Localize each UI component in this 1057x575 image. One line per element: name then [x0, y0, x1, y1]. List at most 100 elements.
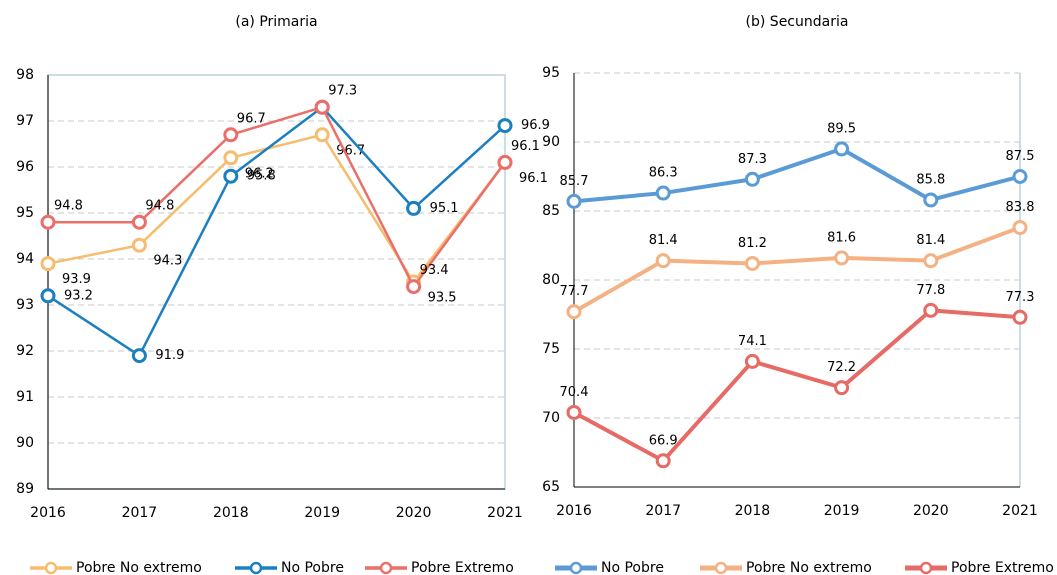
data-label: 86.3: [649, 166, 678, 181]
legend-marker: [44, 561, 58, 575]
point: [1012, 309, 1028, 325]
point: [131, 237, 147, 253]
legend-label: No Pobre: [281, 560, 344, 575]
plot-frame: [47, 74, 506, 490]
data-label: 72.2: [827, 360, 856, 375]
point: [223, 150, 239, 166]
data-label: 66.9: [649, 433, 678, 448]
data-label: 85.7: [560, 174, 589, 189]
point: [655, 253, 671, 269]
point: [223, 127, 239, 143]
point: [566, 193, 582, 209]
y-tick-label: 94: [16, 251, 34, 267]
y-tick-label: 85: [542, 203, 560, 219]
x-tick-label: 2021: [1002, 503, 1038, 519]
data-label: 93.4: [420, 263, 449, 278]
point: [40, 256, 56, 272]
data-label: 83.8: [1006, 200, 1035, 215]
point: [131, 214, 147, 230]
data-label: 93.2: [64, 288, 93, 303]
data-label: 93.5: [428, 291, 457, 306]
series-line: [47, 105, 506, 357]
data-label: 87.3: [738, 152, 767, 167]
chart-title: (a) Primaria: [235, 14, 317, 30]
series-line: [573, 146, 1021, 204]
series-line: [47, 133, 506, 284]
y-tick-label: 95: [16, 205, 34, 221]
legend-label: Pobre No extremo: [746, 560, 872, 575]
data-label: 93.9: [62, 272, 91, 287]
point: [834, 380, 850, 396]
data-label: 94.8: [54, 199, 83, 214]
data-label: 87.5: [1006, 149, 1035, 164]
data-label: 77.7: [560, 284, 589, 299]
point: [314, 127, 330, 143]
legend-marker: [249, 561, 263, 575]
x-tick-label: 2016: [30, 505, 66, 521]
point: [223, 168, 239, 184]
point: [497, 118, 513, 134]
data-label: 77.8: [916, 283, 945, 298]
data-label: 70.4: [560, 385, 589, 400]
x-tick-label: 2020: [396, 505, 432, 521]
x-tick-label: 2016: [556, 503, 592, 519]
point: [1012, 220, 1028, 236]
series-line: [573, 308, 1021, 463]
point: [655, 185, 671, 201]
series-line: [48, 105, 507, 288]
legend-marker: [569, 561, 583, 575]
y-tick-label: 65: [542, 479, 560, 495]
legend-marker: [714, 561, 728, 575]
series-line: [573, 225, 1021, 314]
x-tick-label: 2020: [913, 503, 949, 519]
legend-marker: [919, 561, 933, 575]
data-label: 97.3: [328, 84, 357, 99]
x-tick-label: 2019: [304, 505, 340, 521]
y-tick-label: 96: [16, 159, 34, 175]
y-tick-label: 80: [542, 272, 560, 288]
x-tick-label: 2018: [735, 503, 771, 519]
point: [744, 171, 760, 187]
point: [923, 302, 939, 318]
data-label: 74.1: [738, 334, 767, 349]
legend-marker: [379, 561, 393, 575]
point: [314, 99, 330, 115]
data-label: 96.1: [519, 171, 548, 186]
data-label: 95.1: [430, 201, 459, 216]
y-tick-label: 90: [16, 435, 34, 451]
point: [566, 404, 582, 420]
data-label: 85.8: [916, 172, 945, 187]
data-label: 81.4: [916, 233, 945, 248]
legend-label: Pobre Extremo: [411, 560, 514, 575]
data-label: 81.2: [738, 236, 767, 251]
x-tick-label: 2018: [213, 505, 249, 521]
point: [744, 255, 760, 271]
data-label: 96.1: [511, 139, 540, 154]
data-label: 95.8: [247, 169, 276, 184]
y-tick-label: 93: [16, 297, 34, 313]
y-tick-label: 92: [16, 343, 34, 359]
data-label: 94.3: [153, 254, 182, 269]
legend-label: Pobre No extremo: [76, 560, 202, 575]
data-label: 94.8: [145, 199, 174, 214]
data-label: 81.4: [649, 233, 678, 248]
data-label: 96.7: [237, 111, 266, 126]
legend-label: Pobre Extremo: [951, 560, 1054, 575]
x-tick-label: 2017: [645, 503, 681, 519]
data-label: 96.9: [521, 118, 550, 133]
point: [834, 250, 850, 266]
point: [497, 154, 513, 170]
data-label: 77.3: [1006, 290, 1035, 305]
y-tick-label: 90: [542, 134, 560, 150]
data-label: 81.6: [827, 230, 856, 245]
y-tick-label: 70: [542, 410, 560, 426]
y-tick-label: 97: [16, 113, 34, 129]
point: [566, 304, 582, 320]
chart-title: (b) Secundaria: [746, 14, 849, 30]
y-tick-label: 98: [16, 67, 34, 83]
x-tick-label: 2019: [824, 503, 860, 519]
point: [744, 353, 760, 369]
point: [40, 288, 56, 304]
point: [406, 200, 422, 216]
